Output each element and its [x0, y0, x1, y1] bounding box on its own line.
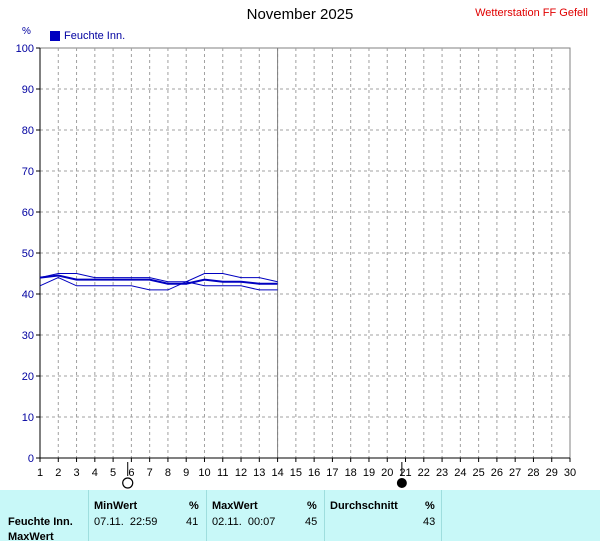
y-tick-label: 10: [22, 412, 34, 424]
legend: Feuchte Inn.: [50, 30, 125, 42]
y-tick-label: 0: [28, 453, 34, 465]
summary-table: MinWert % MaxWert % Durchschnitt % Feuch…: [0, 490, 600, 543]
x-tick-label: 27: [509, 467, 521, 479]
x-tick-label: 17: [326, 467, 338, 479]
x-tick-label: 29: [546, 467, 558, 479]
x-tick-label: 25: [472, 467, 484, 479]
y-tick-label: 70: [22, 166, 34, 178]
y-tick-label: 90: [22, 84, 34, 96]
x-tick-label: 6: [128, 467, 134, 479]
min-time: 07.11. 22:59: [94, 516, 158, 528]
x-tick-label: 26: [491, 467, 503, 479]
y-tick-label: 80: [22, 125, 34, 137]
x-tick-label: 7: [147, 467, 153, 479]
x-tick-label: 11: [217, 467, 228, 479]
x-tick-label: 5: [110, 467, 116, 479]
chart-title: November 2025: [246, 6, 354, 23]
max-time: 02.11. 00:07: [212, 516, 276, 528]
x-tick-label: 23: [436, 467, 448, 479]
x-tick-label: 28: [527, 467, 539, 479]
series-line-avg: [39, 274, 278, 285]
avg-value: 43: [423, 516, 436, 528]
x-tick-label: 20: [381, 467, 393, 479]
x-tick-label: 10: [198, 467, 210, 479]
avg-unit: %: [425, 500, 435, 512]
x-tick-label: 2: [55, 467, 61, 479]
table-divider: [88, 490, 89, 541]
x-tick-label: 13: [253, 467, 265, 479]
max-value: 45: [305, 516, 318, 528]
x-tick-label: 16: [308, 467, 320, 479]
max-unit: %: [307, 500, 317, 512]
legend-label: Feuchte Inn.: [64, 30, 126, 42]
y-tick-label: 60: [22, 207, 34, 219]
max-header: MaxWert: [212, 500, 258, 512]
x-tick-label: 30: [564, 467, 576, 479]
new-moon-icon: [396, 478, 407, 488]
y-tick-label: 50: [22, 248, 34, 260]
x-tick-label: 3: [73, 467, 79, 479]
x-tick-label: 9: [183, 467, 189, 479]
row-label-2: MaxWert: [8, 531, 54, 543]
row-label: Feuchte Inn.: [8, 516, 73, 528]
y-tick-label: 100: [16, 43, 34, 55]
series-line-min: [39, 277, 278, 291]
y-tick-label: 40: [22, 289, 34, 301]
min-value: 41: [186, 516, 199, 528]
table-divider: [441, 490, 442, 541]
y-axis-unit: %: [22, 26, 31, 37]
min-unit: %: [189, 500, 199, 512]
x-tick-label: 15: [290, 467, 302, 479]
x-tick-label: 21: [399, 467, 411, 479]
x-tick-label: 18: [345, 467, 357, 479]
x-tick-label: 1: [37, 467, 43, 479]
x-tick-label: 8: [165, 467, 171, 479]
x-tick-label: 14: [271, 467, 283, 479]
x-tick-label: 12: [235, 467, 247, 479]
full-moon-icon: [122, 477, 134, 489]
table-divider: [206, 490, 207, 541]
avg-header: Durchschnitt: [330, 500, 398, 512]
legend-swatch: [50, 31, 60, 41]
series-line-max: [39, 273, 278, 283]
x-tick-label: 24: [454, 467, 466, 479]
x-tick-label: 19: [363, 467, 375, 479]
min-header: MinWert: [94, 500, 138, 512]
y-tick-label: 30: [22, 330, 34, 342]
station-name: Wetterstation FF Gefell: [475, 7, 588, 19]
table-divider: [324, 490, 325, 541]
x-tick-label: 22: [418, 467, 430, 479]
x-tick-label: 4: [92, 467, 98, 479]
y-tick-label: 20: [22, 371, 34, 383]
